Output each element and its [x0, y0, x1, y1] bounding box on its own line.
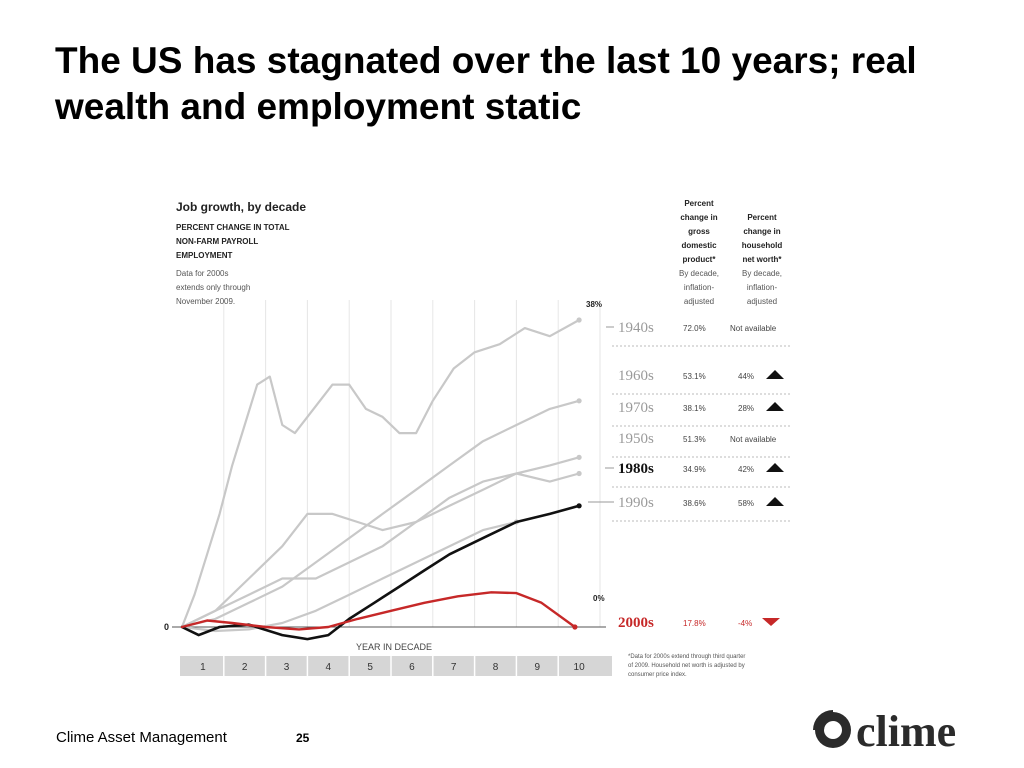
gdp-header-line-4: domestic [681, 241, 717, 250]
networth-value-1990s: 58% [738, 499, 754, 508]
x-tick-label: 9 [535, 662, 541, 673]
networth-value-1960s: 44% [738, 372, 754, 381]
x-tick-label: 8 [493, 662, 499, 673]
series-line-1940s [180, 318, 581, 629]
slide-title: The US has stagnated over the last 10 ye… [55, 40, 917, 127]
networth-value-2000s: -4% [738, 619, 752, 628]
decade-label-1980s: 1980s [618, 461, 654, 477]
gdp-header-line-1: Percent [684, 199, 714, 208]
footnote-line-1: *Data for 2000s extend through third qua… [628, 654, 745, 660]
trend-up-icon [766, 370, 784, 379]
series-endpoint-1960s [576, 398, 582, 404]
footnote-line-2: of 2009. Household net worth is adjusted… [628, 663, 745, 669]
networth-value-1980s: 42% [738, 465, 754, 474]
series-endpoint-1950s [576, 470, 582, 477]
x-axis-ticks: 1 2 3 4 5 6 7 8 9 10 [180, 656, 612, 676]
series-line-1950s [180, 472, 581, 629]
decade-label-1940s: 1940s [618, 320, 654, 336]
gdp-header-line-5: product* [683, 255, 717, 264]
gdp-sub-line-3: adjusted [684, 297, 714, 306]
series-endpoint-1940s [576, 317, 582, 323]
gdp-header-line-3: gross [688, 227, 710, 236]
page-number: 25 [296, 731, 310, 745]
highlight-series-lines [180, 503, 582, 641]
gray-series-lines [180, 317, 582, 633]
trend-down-icon [762, 618, 780, 626]
decade-label-1950s: 1950s [618, 431, 654, 447]
decade-label-1970s: 1970s [618, 400, 654, 416]
decade-label-2000s: 2000s [618, 615, 654, 631]
decade-table: 1940s 72.0% Not available 1960s 53.1% 44% 1970… [588, 320, 792, 631]
trend-up-icon [766, 497, 784, 506]
y-zero-label: 0 [164, 622, 169, 632]
chart-subtitle-line-2: NON-FARM PAYROLL [176, 237, 258, 246]
networth-value-1950s: Not available [730, 435, 777, 444]
footnote-line-3: consumer price index. [628, 672, 687, 678]
x-axis-label: YEAR IN DECADE [356, 642, 432, 652]
gdp-sub-line-1: By decade, [679, 269, 719, 278]
trend-up-icon [766, 463, 784, 472]
series-endpoint-1970s [576, 454, 582, 460]
networth-sub-line-2: inflation- [747, 283, 778, 292]
trend-up-icon [766, 402, 784, 411]
chart-note-line-1: Data for 2000s [176, 269, 228, 278]
series-line-1990s [180, 520, 518, 633]
end-label-top: 38% [586, 300, 602, 309]
decade-label-1960s: 1960s [618, 368, 654, 384]
end-label-bottom: 0% [593, 594, 605, 603]
networth-header-line-4: net worth* [742, 255, 782, 264]
networth-header-line-2: change in [743, 227, 780, 236]
networth-sub-line-1: By decade, [742, 269, 782, 278]
x-tick-label: 1 [200, 662, 206, 673]
gdp-value-1970s: 38.1% [683, 404, 706, 413]
gdp-value-1940s: 72.0% [683, 324, 706, 333]
clime-logo-text: clime [856, 707, 956, 755]
chart-note-line-2: extends only through [176, 283, 250, 292]
networth-header-line-1: Percent [747, 213, 777, 222]
clime-logo: clime [813, 707, 956, 755]
x-tick-label: 6 [409, 662, 415, 673]
series-line-2000s [180, 591, 577, 631]
x-tick-label: 7 [451, 662, 457, 673]
gdp-header-line-2: change in [680, 213, 717, 222]
x-axis-band [180, 656, 612, 676]
decade-label-1990s: 1990s [618, 495, 654, 511]
x-tick-label: 2 [242, 662, 248, 673]
chart-subtitle-line-1: PERCENT CHANGE IN TOTAL [176, 223, 290, 232]
series-line-1980s [180, 504, 581, 641]
networth-sub-line-3: adjusted [747, 297, 777, 306]
series-endpoint-2000s [572, 624, 578, 630]
gdp-sub-line-2: inflation- [684, 283, 715, 292]
footer-company-name: Clime Asset Management [56, 729, 227, 746]
series-line-1960s [180, 399, 581, 629]
x-tick-label: 4 [326, 662, 332, 673]
chart-subtitle-line-3: EMPLOYMENT [176, 251, 233, 260]
networth-value-1970s: 28% [738, 404, 754, 413]
decade-gridlines [223, 300, 601, 627]
chart-note-line-3: November 2009. [176, 297, 235, 306]
gdp-value-1980s: 34.9% [683, 465, 706, 474]
networth-header-line-3: household [742, 241, 783, 250]
series-endpoint-1980s [576, 503, 582, 509]
series-line-1970s [180, 456, 581, 629]
networth-value-1940s: Not available [730, 324, 777, 333]
x-tick-label: 3 [284, 662, 290, 673]
x-tick-label: 5 [367, 662, 373, 673]
gdp-value-1960s: 53.1% [683, 372, 706, 381]
chart-texts: Job growth, by decade PERCENT CHANGE IN … [164, 199, 782, 678]
gdp-value-2000s: 17.8% [683, 619, 706, 628]
x-tick-label: 10 [574, 662, 586, 673]
gdp-value-1990s: 38.6% [683, 499, 706, 508]
chart-title: Job growth, by decade [176, 200, 306, 214]
clime-logo-mark [813, 710, 851, 748]
gdp-value-1950s: 51.3% [683, 435, 706, 444]
